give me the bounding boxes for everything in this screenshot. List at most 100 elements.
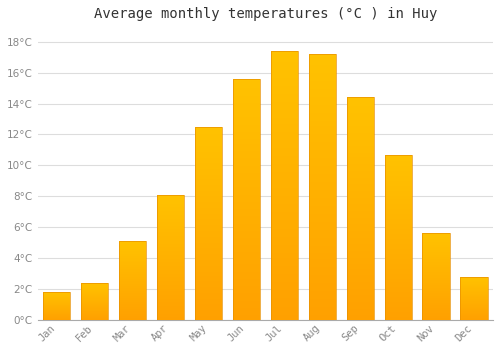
- Bar: [384, 290, 412, 292]
- Bar: [460, 315, 487, 316]
- Bar: [119, 296, 146, 297]
- Bar: [422, 283, 450, 284]
- Bar: [346, 97, 374, 320]
- Bar: [346, 195, 374, 197]
- Bar: [81, 319, 108, 320]
- Bar: [460, 301, 487, 302]
- Bar: [119, 271, 146, 272]
- Bar: [195, 229, 222, 231]
- Bar: [422, 265, 450, 266]
- Bar: [384, 183, 412, 184]
- Bar: [157, 256, 184, 257]
- Bar: [195, 198, 222, 200]
- Bar: [195, 239, 222, 241]
- Bar: [232, 293, 260, 296]
- Bar: [232, 170, 260, 173]
- Bar: [308, 168, 336, 171]
- Bar: [232, 125, 260, 127]
- Bar: [195, 152, 222, 154]
- Bar: [232, 250, 260, 252]
- Bar: [157, 305, 184, 306]
- Bar: [157, 270, 184, 271]
- Bar: [119, 267, 146, 268]
- Bar: [346, 124, 374, 126]
- Bar: [346, 233, 374, 235]
- Bar: [157, 203, 184, 205]
- Bar: [270, 91, 298, 94]
- Bar: [422, 271, 450, 272]
- Bar: [232, 204, 260, 206]
- Bar: [308, 317, 336, 320]
- Bar: [157, 229, 184, 230]
- Bar: [308, 275, 336, 278]
- Bar: [308, 280, 336, 283]
- Bar: [232, 141, 260, 144]
- Bar: [81, 311, 108, 312]
- Bar: [119, 249, 146, 250]
- Bar: [422, 238, 450, 239]
- Bar: [157, 284, 184, 285]
- Bar: [81, 288, 108, 289]
- Bar: [232, 100, 260, 103]
- Bar: [270, 142, 298, 145]
- Bar: [384, 156, 412, 158]
- Bar: [195, 250, 222, 252]
- Bar: [422, 306, 450, 307]
- Title: Average monthly temperatures (°C ) in Huy: Average monthly temperatures (°C ) in Hu…: [94, 7, 437, 21]
- Bar: [308, 81, 336, 83]
- Bar: [308, 291, 336, 293]
- Bar: [270, 156, 298, 159]
- Bar: [119, 278, 146, 279]
- Bar: [308, 65, 336, 68]
- Bar: [232, 89, 260, 91]
- Bar: [195, 272, 222, 274]
- Bar: [384, 160, 412, 161]
- Bar: [157, 317, 184, 319]
- Bar: [422, 280, 450, 281]
- Bar: [422, 314, 450, 315]
- Bar: [460, 314, 487, 315]
- Bar: [232, 255, 260, 257]
- Bar: [460, 298, 487, 299]
- Bar: [195, 314, 222, 316]
- Bar: [422, 292, 450, 293]
- Bar: [195, 138, 222, 140]
- Bar: [119, 311, 146, 312]
- Bar: [157, 236, 184, 237]
- Bar: [346, 287, 374, 289]
- Bar: [232, 221, 260, 224]
- Bar: [384, 267, 412, 269]
- Bar: [195, 268, 222, 270]
- Bar: [119, 314, 146, 315]
- Bar: [157, 275, 184, 276]
- Bar: [195, 278, 222, 279]
- Bar: [270, 256, 298, 258]
- Bar: [81, 303, 108, 304]
- Bar: [384, 307, 412, 308]
- Bar: [308, 176, 336, 179]
- Bar: [270, 317, 298, 320]
- Bar: [422, 240, 450, 241]
- Bar: [308, 147, 336, 150]
- Bar: [270, 159, 298, 161]
- Bar: [195, 252, 222, 254]
- Bar: [422, 309, 450, 310]
- Bar: [460, 304, 487, 305]
- Bar: [308, 256, 336, 259]
- Bar: [384, 189, 412, 191]
- Bar: [157, 214, 184, 215]
- Bar: [308, 283, 336, 285]
- Bar: [157, 216, 184, 217]
- Bar: [270, 315, 298, 317]
- Bar: [308, 195, 336, 198]
- Bar: [157, 280, 184, 281]
- Bar: [384, 237, 412, 239]
- Bar: [157, 287, 184, 289]
- Bar: [422, 239, 450, 240]
- Bar: [195, 212, 222, 214]
- Bar: [460, 277, 487, 278]
- Bar: [157, 252, 184, 254]
- Bar: [195, 266, 222, 268]
- Bar: [460, 289, 487, 290]
- Bar: [308, 57, 336, 60]
